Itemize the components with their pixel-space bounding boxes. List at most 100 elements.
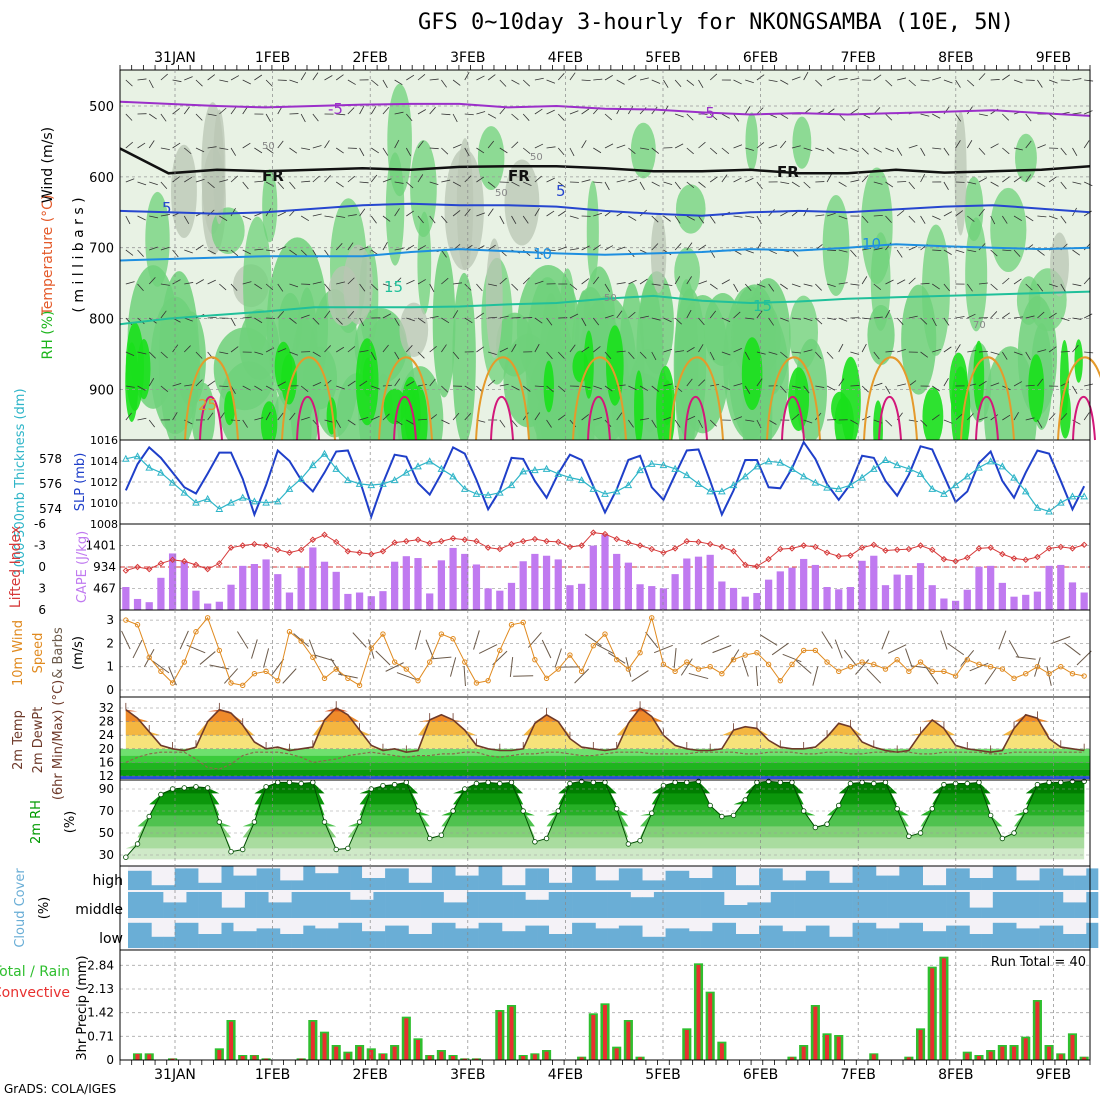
- wind-speed-point: [286, 629, 293, 635]
- lifted-index-point: [964, 554, 971, 561]
- temperature-band: [120, 762, 1090, 770]
- wind-barb: [394, 248, 404, 251]
- slp-thickness-panel: 574576578100810101012101410161000-500mb …: [13, 388, 1091, 576]
- rh-shading: [444, 148, 484, 271]
- wind-barb: [791, 351, 801, 354]
- wind-barb: [698, 317, 705, 326]
- wind-barb: [149, 215, 159, 219]
- wind-barb: [289, 147, 298, 154]
- wind-barb: [593, 181, 603, 184]
- wind-barb: [534, 385, 544, 388]
- wind-barb: [885, 113, 893, 121]
- wind-barb: [850, 108, 859, 115]
- cloud-ylabel: Cloud Cover: [13, 868, 28, 948]
- temperature-ylabel: 2m DewPt: [31, 707, 46, 774]
- cloud-cover-bar: [911, 892, 923, 918]
- wind-barb: [359, 208, 366, 217]
- cloud-cover-bar: [583, 892, 596, 918]
- wind-barb: [452, 144, 462, 149]
- wind-barb: [651, 317, 661, 321]
- wind-barb: [803, 349, 813, 353]
- slp-tick-label: 1010: [90, 497, 118, 510]
- contour-label: FR: [508, 167, 530, 185]
- cloud-cover-bar: [642, 880, 655, 890]
- wind-barb: [523, 181, 532, 186]
- lifted-index-point: [216, 560, 223, 567]
- wind-barb: [885, 215, 892, 223]
- wind-barb: [698, 244, 707, 251]
- thickness-point: [1080, 492, 1089, 500]
- temperature-fill-band: [125, 708, 1085, 712]
- cloud-cover-bar: [314, 928, 327, 948]
- wind-barb: [604, 75, 613, 81]
- wind-speed-point: [871, 661, 877, 668]
- wind-barb: [312, 351, 321, 357]
- wind-barb: [382, 147, 389, 156]
- wind-barb-10m: [905, 648, 913, 668]
- wind-barb: [230, 385, 236, 394]
- wind-barb: [195, 351, 203, 359]
- cape-bar: [542, 555, 551, 610]
- wind-barb: [581, 385, 591, 389]
- wind-barb: [546, 79, 556, 84]
- thickness-point: [612, 487, 621, 495]
- wind-barb: [628, 75, 637, 81]
- lifted-index-line: [125, 532, 1085, 572]
- wind-barb: [301, 314, 310, 319]
- rh2m-point: [146, 813, 152, 820]
- wind-barb: [148, 419, 156, 428]
- temperature-band: [120, 748, 1090, 756]
- wind-ylabel: & Barbs: [51, 627, 66, 679]
- hot-contour: [199, 395, 223, 441]
- wind-barb: [1083, 181, 1093, 187]
- wind-barb-10m: [1008, 640, 1020, 658]
- rh-shading: [417, 211, 432, 315]
- cape-bar: [204, 603, 212, 610]
- slp-ylabel: SLP (mb): [73, 453, 88, 512]
- cape-bar: [437, 560, 446, 610]
- lifted-index-point: [858, 544, 866, 551]
- temperature-contour--5: [119, 100, 1091, 117]
- rh-shading: [674, 247, 700, 297]
- cloud-cover-bar: [712, 866, 725, 890]
- wind-barb: [523, 317, 533, 319]
- precip-convective-bar: [696, 965, 701, 1060]
- cloud-cover-bar: [922, 892, 935, 918]
- wind-frame: [119, 609, 1091, 698]
- wind-barb: [125, 351, 135, 357]
- temperature-band: [120, 769, 1090, 776]
- precip-convective-bar: [579, 1057, 584, 1060]
- cape-bar: [192, 590, 200, 610]
- wind-barb: [744, 283, 752, 292]
- wind-barb-10m: [653, 644, 673, 654]
- cloud-cover-bar: [653, 936, 666, 948]
- wind-barb: [394, 277, 402, 285]
- lifted-index-point: [578, 542, 585, 549]
- thickness-tick-label: 576: [39, 477, 62, 491]
- wind-barb: [1013, 381, 1023, 387]
- wind-barb: [1037, 378, 1044, 387]
- lifted-index-point: [625, 539, 632, 546]
- lifted-index-point: [590, 529, 597, 536]
- cape-bar: [297, 567, 305, 610]
- wind-barb: [558, 246, 567, 251]
- wind-barb: [604, 113, 613, 121]
- cape-bar: [227, 584, 235, 610]
- thickness-point: [390, 476, 399, 484]
- cloud-cover-bar: [385, 868, 398, 890]
- rh2m-point: [193, 784, 199, 790]
- cape-bar: [496, 590, 504, 610]
- wind-barb: [897, 383, 906, 387]
- wind-barb: [569, 344, 576, 353]
- wind-barb: [359, 416, 369, 421]
- contour-label: 50: [530, 152, 543, 163]
- wind-barb: [359, 380, 368, 387]
- wind-speed-point: [964, 657, 970, 663]
- wind-barb: [429, 315, 439, 319]
- precip-legend-total: Total / Rain: [0, 964, 70, 980]
- wind-barb: [569, 283, 578, 290]
- precip-convective-bar: [930, 968, 935, 1060]
- thickness-point: [975, 463, 983, 471]
- wind-barb: [674, 385, 683, 393]
- wind-barb: [745, 79, 754, 84]
